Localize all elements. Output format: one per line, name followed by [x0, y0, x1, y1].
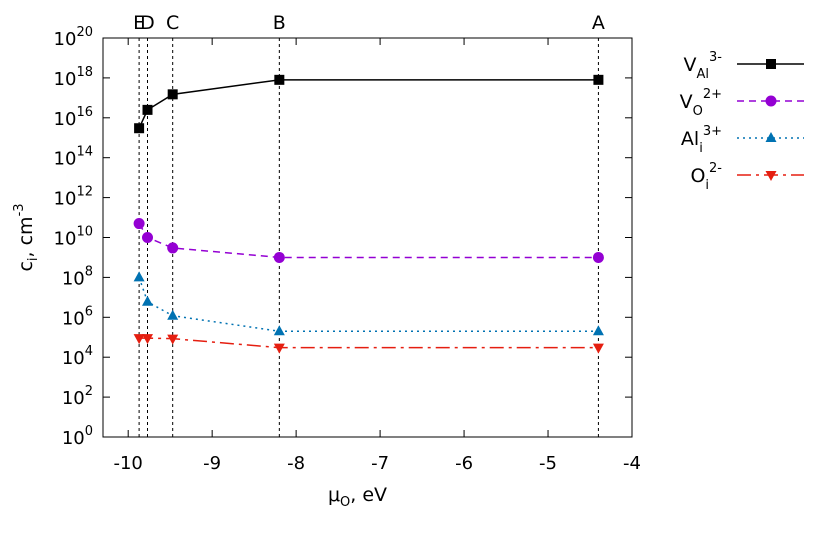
x-axis-label: μO, eV [328, 484, 387, 510]
y-tick-label: 1018 [54, 65, 93, 90]
y-tick-label: 1012 [54, 185, 93, 210]
series-1 [133, 218, 604, 263]
data-point [765, 132, 777, 142]
legend: VAl3- VO2+ Ali3+ Oi2- [680, 50, 804, 193]
series-3 [133, 334, 604, 354]
legend-label: Ali3+ [681, 124, 722, 156]
data-point [142, 104, 153, 115]
series-line [138, 277, 599, 332]
data-point [142, 295, 154, 306]
data-point [134, 123, 145, 134]
y-tick-label: 1014 [54, 145, 93, 170]
data-point [592, 325, 604, 336]
series-2 [133, 271, 604, 336]
series-line [138, 223, 599, 259]
y-tick-label: 108 [62, 264, 93, 289]
data-point [765, 95, 777, 107]
marker-label-e: E [133, 12, 145, 34]
data-point [133, 218, 145, 230]
x-tick-label: -5 [539, 453, 557, 474]
data-point [142, 334, 154, 345]
x-tick-label: -8 [287, 453, 305, 474]
y-tick-label: 102 [62, 384, 93, 409]
y-tick-label: 1010 [54, 225, 93, 250]
series-line [138, 79, 599, 129]
y-tick-label: 100 [62, 424, 93, 449]
series [133, 74, 604, 354]
y-tick-label: 1016 [54, 105, 93, 130]
data-point [133, 334, 145, 345]
series-line [139, 337, 599, 349]
y-axis-label: ci, cm-3 [12, 203, 41, 271]
data-point [167, 242, 179, 254]
data-point [766, 59, 776, 69]
data-point [765, 171, 777, 181]
data-point [167, 334, 179, 345]
x-tick-label: -10 [113, 453, 142, 474]
legend-label: VO2+ [680, 87, 722, 119]
series-0 [134, 74, 604, 134]
vertical-markers: ED C B A [133, 12, 605, 437]
marker-label-a: A [592, 12, 605, 34]
y-tick-label: 104 [62, 344, 93, 369]
data-point [133, 271, 145, 282]
legend-label: VAl3- [684, 50, 723, 82]
marker-label-c: C [166, 12, 179, 34]
data-point [592, 251, 604, 263]
data-point [274, 74, 285, 85]
data-point [273, 343, 285, 354]
data-point [273, 325, 285, 336]
x-tick-label: -9 [203, 453, 221, 474]
marker-label-d: D [140, 12, 155, 34]
x-tick-label: -4 [623, 453, 641, 474]
x-tick-label: -6 [455, 453, 473, 474]
data-point [167, 309, 179, 320]
axes: -10 -9 -8 -7 -6 -5 -4 100 102 104 106 108 1010 1012 10… [12, 25, 641, 510]
data-point [592, 343, 604, 354]
x-tick-label: -7 [371, 453, 389, 474]
legend-label: Oi2- [690, 161, 722, 193]
data-point [167, 89, 178, 100]
data-point [273, 251, 285, 263]
y-tick-label: 106 [62, 304, 93, 329]
y-tick-label: 1020 [54, 25, 93, 50]
data-point [142, 232, 154, 243]
marker-label-b: B [273, 12, 286, 34]
data-point [593, 74, 604, 85]
plot-frame [102, 37, 633, 438]
